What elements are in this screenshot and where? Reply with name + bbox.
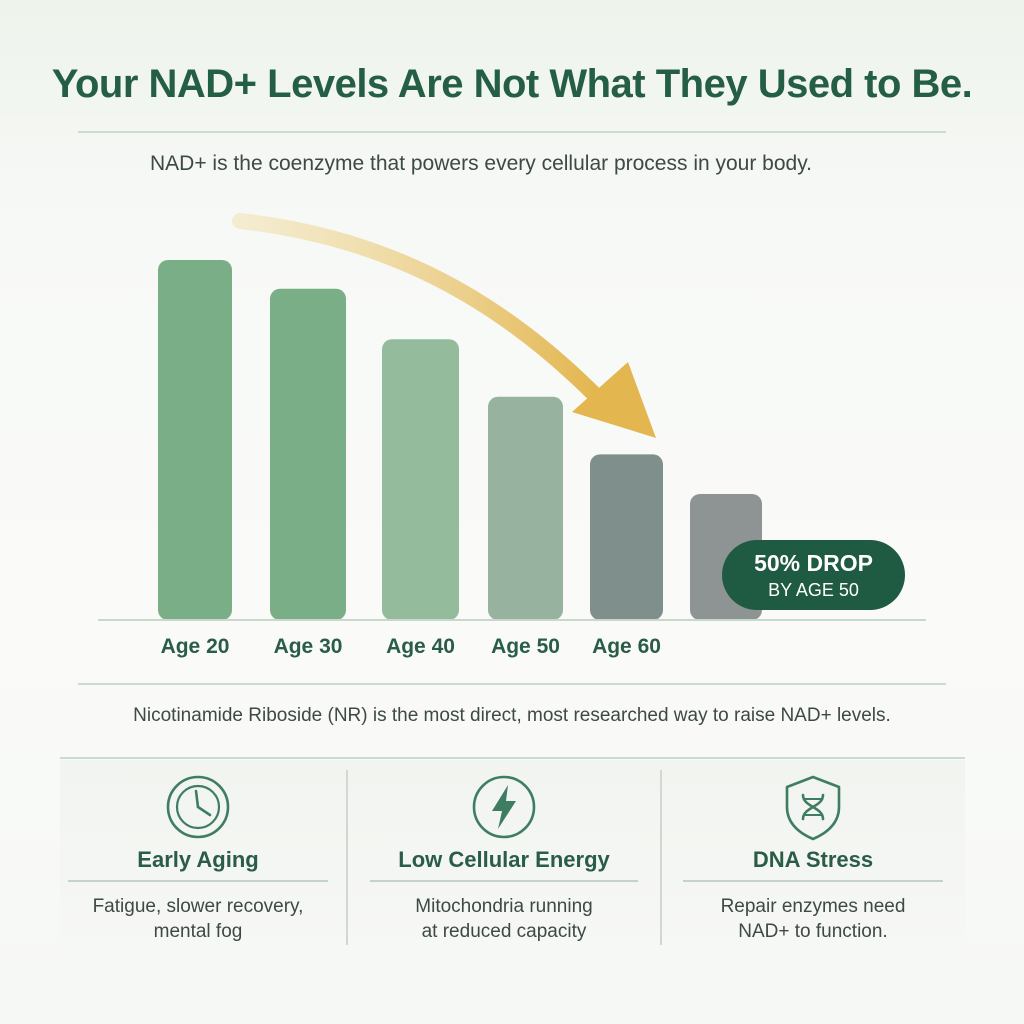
section-divider-bottom — [60, 757, 965, 759]
decline-arrow-head — [572, 362, 656, 438]
feature-dna-stress: DNA Stress Repair enzymes need NAD+ to f… — [683, 765, 943, 955]
feature-rule — [370, 880, 638, 882]
clock-icon — [166, 775, 230, 839]
x-tick-label: Age 60 — [592, 635, 661, 658]
bar-age-20 — [158, 260, 232, 620]
x-tick-label: Age 30 — [274, 635, 343, 658]
bar-age-30 — [270, 288, 346, 620]
feature-description: at reduced capacity — [421, 921, 587, 942]
x-tick-label: Age 40 — [386, 635, 455, 658]
feature-panel — [60, 760, 965, 965]
feature-description: Repair enzymes need — [720, 896, 906, 917]
nr-statement: Nicotinamide Riboside (NR) is the most d… — [133, 705, 891, 726]
decline-arrow-shaft — [232, 213, 604, 404]
feature-label: Early Aging — [137, 847, 259, 872]
feature-description: NAD+ to function. — [738, 921, 888, 942]
page-title: Your NAD+ Levels Are Not What They Used … — [51, 62, 973, 106]
feature-description: Fatigue, slower recovery, — [92, 896, 304, 917]
section-divider-top — [78, 683, 946, 685]
decline-trend-arrow-group — [232, 213, 656, 438]
feature-divider-1 — [346, 770, 348, 945]
x-tick-label: Age 50 — [491, 635, 560, 658]
drop-badge: 50% DROP BY AGE 50 — [722, 540, 905, 610]
bar-age-60 — [590, 454, 663, 620]
dna-shield-icon — [785, 775, 841, 841]
feature-description: mental fog — [153, 921, 243, 942]
nad-levels-bar-chart: Age 20 Age 30 Age 40 Age 50 Age 60 — [98, 213, 926, 658]
title-divider — [78, 131, 946, 133]
page-subtitle: NAD+ is the coenzyme that powers every c… — [150, 152, 812, 175]
badge-subline: BY AGE 50 — [768, 580, 859, 600]
feature-label: Low Cellular Energy — [398, 847, 610, 872]
bar-age-40 — [382, 339, 459, 620]
badge-headline: 50% DROP — [754, 550, 873, 576]
feature-low-cellular-energy: Low Cellular Energy Mitochondria running… — [370, 765, 638, 955]
lightning-bolt-icon — [472, 775, 536, 839]
feature-rule — [68, 880, 328, 882]
x-tick-label: Age 20 — [161, 635, 230, 658]
feature-description: Mitochondria running — [415, 896, 593, 917]
feature-label: DNA Stress — [752, 847, 874, 872]
feature-rule — [683, 880, 943, 882]
bar-age-50 — [488, 396, 563, 620]
feature-divider-2 — [660, 770, 662, 945]
feature-early-aging: Early Aging Fatigue, slower recovery, me… — [68, 765, 328, 955]
